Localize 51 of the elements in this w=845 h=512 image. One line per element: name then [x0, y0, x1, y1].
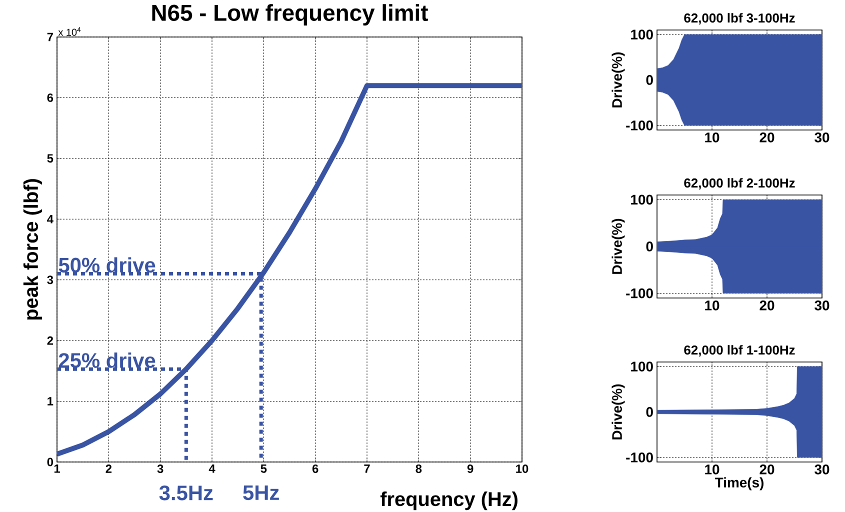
x-tick-label: 30 — [814, 132, 830, 142]
y-tick-label: 0 — [47, 458, 53, 466]
x-tick-label: 10 — [705, 464, 720, 474]
y-tick-label: -100 — [626, 120, 653, 130]
y-tick-label: 2 — [47, 336, 54, 345]
y-tick-label: -100 — [626, 452, 653, 462]
text: 3.5Hz — [159, 486, 213, 500]
series-label: 50% drive — [58, 257, 156, 273]
x-tick-label: 20 — [760, 464, 774, 474]
x-tick-label: 3 — [157, 464, 164, 473]
y-tick-label: 1 — [48, 397, 54, 406]
chart-title: N65 - Low frequency limit — [152, 4, 428, 26]
x-tick-label: 7 — [364, 464, 370, 473]
y-tick-label: 6 — [47, 93, 54, 102]
chart-title: 62,000 lbf 3-100Hz — [684, 13, 795, 24]
chart-title: 62,000 lbf 1-100Hz — [684, 345, 795, 356]
text: x 10$^{4}$ — [58, 27, 81, 36]
x-tick-label: 30 — [814, 464, 830, 474]
x-tick-label: 10 — [705, 132, 720, 142]
y-tick-label: 100 — [631, 194, 653, 205]
x-tick-label: 20 — [760, 132, 774, 142]
y-tick-label: -100 — [626, 288, 653, 298]
x-tick-label: 10 — [516, 464, 528, 473]
x-tick-label: 20 — [760, 300, 774, 310]
x-tick-label: 4 — [208, 464, 216, 473]
x-axis-title: frequency (Hz) — [380, 492, 518, 510]
y-axis-title: Drive(%) — [612, 52, 625, 108]
y-tick-label: 100 — [631, 30, 653, 40]
x-tick-label: 1 — [54, 464, 60, 473]
y-tick-label: 7 — [47, 32, 53, 42]
y-tick-label: 5 — [47, 154, 54, 163]
x-tick-label: 2 — [106, 464, 112, 473]
x-tick-label: 8 — [416, 464, 422, 473]
y-axis-title: Drive(%) — [612, 218, 625, 274]
y-axis-title: Drive(%) — [612, 384, 625, 440]
y-axis-title: peak force (lbf) — [23, 179, 42, 320]
x-axis-title: Time(s) — [714, 477, 764, 490]
y-tick-label: 0 — [646, 407, 653, 417]
y-tick-label: 4 — [47, 215, 54, 224]
y-tick-label: 100 — [631, 362, 653, 372]
y-tick-label: 0 — [646, 242, 653, 252]
series-label: 25% drive — [58, 352, 156, 368]
y-tick-label: 3 — [47, 276, 54, 284]
x-tick-label: 6 — [312, 464, 318, 473]
x-tick-label: 10 — [705, 300, 720, 310]
x-tick-label: 30 — [814, 300, 830, 310]
x-tick-label: 9 — [467, 464, 474, 473]
x-tick-label: 5 — [260, 464, 267, 473]
chart-title: 62,000 lbf 2-100Hz — [684, 178, 795, 190]
text: 5Hz — [243, 486, 279, 500]
y-tick-label: 0 — [646, 75, 653, 85]
